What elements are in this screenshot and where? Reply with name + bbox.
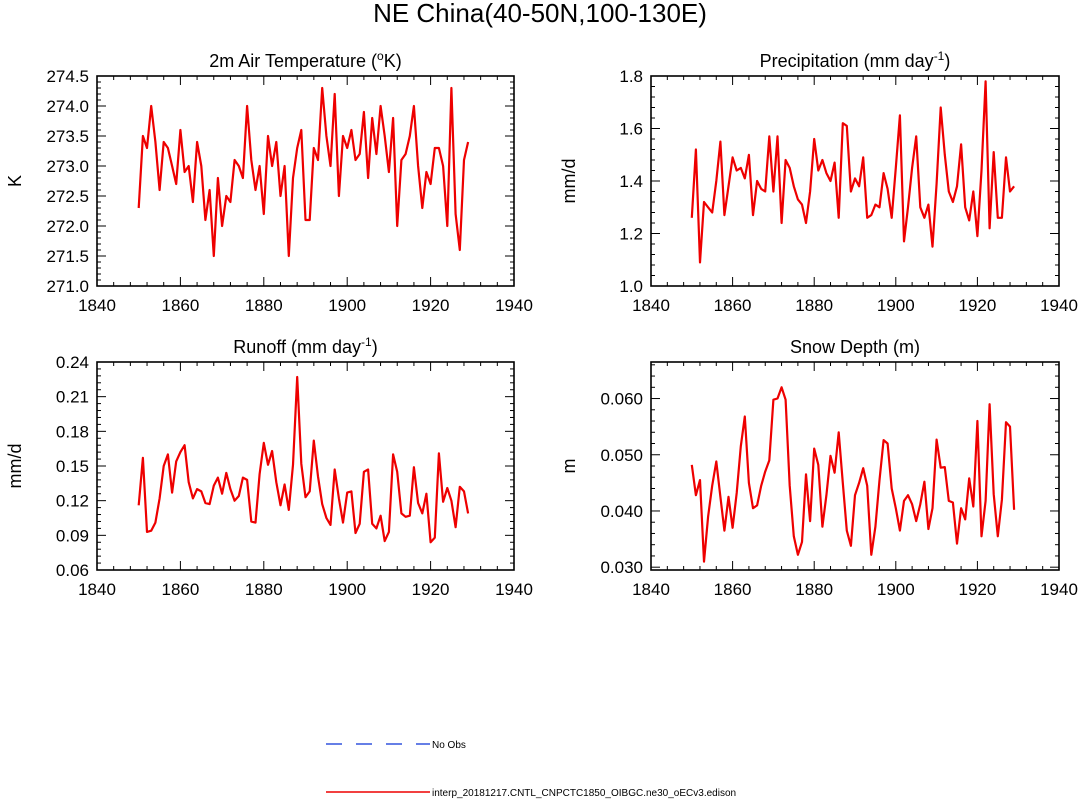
y-tick-label: 0.15 xyxy=(56,457,89,476)
x-tick-label: 1940 xyxy=(1040,580,1078,599)
chart-panel-1: 2m Air Temperature (oK) K 1840 1860 1880 1900… xyxy=(5,49,533,315)
y-tick-label: 0.18 xyxy=(56,422,89,441)
y-tick-label: 0.09 xyxy=(56,526,89,545)
y-tick-label: 1.0 xyxy=(619,277,643,296)
x-tick-label: 1880 xyxy=(795,580,833,599)
panel-title: Snow Depth (m) xyxy=(790,337,920,357)
x-tick-label: 1860 xyxy=(714,580,752,599)
x-tick-label: 1900 xyxy=(328,580,366,599)
x-tick-label: 1940 xyxy=(495,296,533,315)
chart-panel-4: Snow Depth (m) m 1840 1860 1880 1900 1920 1940 0… xyxy=(559,337,1078,599)
y-tick-label: 271.5 xyxy=(46,247,89,266)
panel-title-text: Snow Depth (m) xyxy=(790,337,920,357)
y-axis-label: m xyxy=(559,459,579,474)
y-axis-label: mm/d xyxy=(5,444,25,489)
x-tick-label: 1900 xyxy=(877,580,915,599)
y-tick-label: 1.6 xyxy=(619,120,643,139)
y-tick-label: 0.030 xyxy=(600,558,643,577)
y-tick-label: 1.4 xyxy=(619,172,643,191)
panel-title-superscript: o xyxy=(377,49,384,63)
legend-no-obs-label: No Obs xyxy=(432,740,466,751)
x-tick-label: 1860 xyxy=(161,296,199,315)
x-tick-label: 1920 xyxy=(958,296,996,315)
y-tick-label: 0.050 xyxy=(600,446,643,465)
x-tick-label: 1900 xyxy=(877,296,915,315)
y-tick-label: 0.24 xyxy=(56,353,89,372)
y-tick-label: 274.5 xyxy=(46,67,89,86)
y-tick-label: 0.21 xyxy=(56,388,89,407)
chart-panels: 2m Air Temperature (oK) K 1840 1860 1880 1900… xyxy=(5,49,1078,599)
y-axis-label: mm/d xyxy=(559,159,579,204)
panel-title-text: Precipitation (mm day xyxy=(760,51,934,71)
panel-title-superscript: -1 xyxy=(934,49,945,63)
x-tick-label: 1940 xyxy=(495,580,533,599)
y-tick-label: 0.12 xyxy=(56,492,89,511)
y-tick-label: 273.0 xyxy=(46,157,89,176)
y-tick-label: 272.0 xyxy=(46,217,89,236)
x-tick-label: 1920 xyxy=(412,580,450,599)
y-tick-label: 0.040 xyxy=(600,502,643,521)
legend: No Obs interp_20181217.CNTL_CNPCTC1850_O… xyxy=(326,740,736,799)
figure-title: NE China(40-50N,100-130E) xyxy=(373,0,707,28)
panel-title: 2m Air Temperature (oK) xyxy=(209,49,401,71)
y-tick-label: 274.0 xyxy=(46,97,89,116)
panel-title-suffix: K) xyxy=(384,51,402,71)
x-tick-label: 1840 xyxy=(78,296,116,315)
y-tick-label: 271.0 xyxy=(46,277,89,296)
panel-title-superscript: -1 xyxy=(361,335,372,349)
plot-frame xyxy=(96,75,515,287)
chart-panel-3: Runoff (mm day-1) mm/d 1840 1860 1880 1900 192… xyxy=(5,335,533,599)
chart-panel-2: Precipitation (mm day-1) mm/d 1840 1860 1880… xyxy=(559,49,1078,315)
x-tick-label: 1920 xyxy=(958,580,996,599)
x-tick-label: 1840 xyxy=(632,580,670,599)
x-tick-label: 1860 xyxy=(161,580,199,599)
panel-title-text: Runoff (mm day xyxy=(233,337,361,357)
panel-title: Runoff (mm day-1) xyxy=(233,335,377,357)
series-line-1 xyxy=(690,80,1015,264)
panel-title-suffix: ) xyxy=(944,51,950,71)
y-tick-label: 0.06 xyxy=(56,561,89,580)
x-tick-label: 1920 xyxy=(412,296,450,315)
y-tick-label: 0.060 xyxy=(600,390,643,409)
plot-frame xyxy=(650,361,1060,571)
y-axis-label: K xyxy=(5,175,25,187)
x-tick-label: 1940 xyxy=(1040,296,1078,315)
y-tick-label: 1.8 xyxy=(619,67,643,86)
series-line-1 xyxy=(137,86,470,258)
x-tick-label: 1860 xyxy=(714,296,752,315)
panel-title-suffix: ) xyxy=(372,337,378,357)
y-tick-label: 1.2 xyxy=(619,225,643,244)
plot-frame xyxy=(96,361,515,571)
series-line-1 xyxy=(690,386,1016,563)
x-tick-label: 1880 xyxy=(245,296,283,315)
y-tick-label: 272.5 xyxy=(46,187,89,206)
plot-frame xyxy=(650,75,1060,287)
x-tick-label: 1900 xyxy=(328,296,366,315)
x-tick-label: 1840 xyxy=(632,296,670,315)
legend-model-label: interp_20181217.CNTL_CNPCTC1850_OIBGC.ne… xyxy=(432,788,736,799)
x-tick-label: 1840 xyxy=(78,580,116,599)
y-tick-label: 273.5 xyxy=(46,127,89,146)
panel-title-text: 2m Air Temperature ( xyxy=(209,51,377,71)
panel-title: Precipitation (mm day-1) xyxy=(760,49,951,71)
x-tick-label: 1880 xyxy=(795,296,833,315)
series-line-1 xyxy=(137,375,470,544)
x-tick-label: 1880 xyxy=(245,580,283,599)
